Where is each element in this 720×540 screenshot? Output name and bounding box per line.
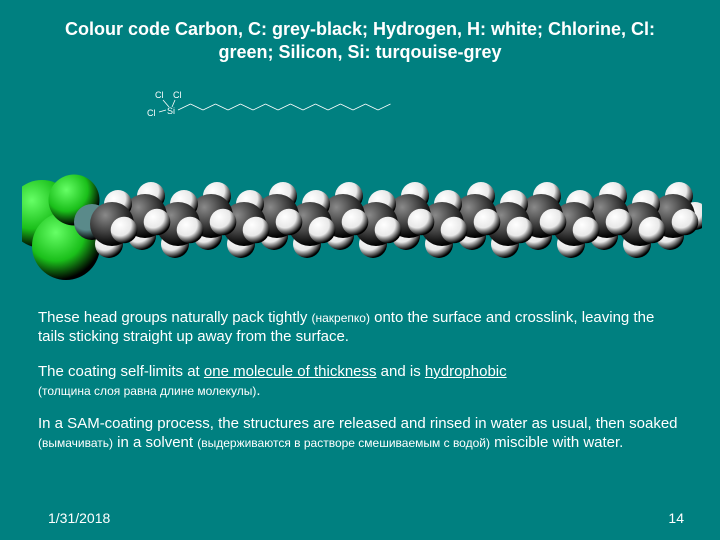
svg-text:Si: Si bbox=[167, 106, 175, 116]
svg-text:Cl: Cl bbox=[147, 108, 156, 118]
p2-u2: hydrophobic bbox=[425, 363, 507, 380]
p3-t1: In a SAM-coating process, the structures… bbox=[38, 415, 678, 432]
paragraph-3: In a SAM-coating process, the structures… bbox=[38, 414, 682, 452]
p1-annot-1: (накрепко) bbox=[312, 311, 370, 325]
paragraph-1: These head groups naturally pack tightly… bbox=[38, 308, 682, 346]
p3-t3: miscible with water. bbox=[490, 434, 623, 451]
p2-t3: . bbox=[256, 382, 260, 399]
paragraph-2: The coating self-limits at one molecule … bbox=[38, 362, 682, 400]
title-line-2: green; Silicon, Si: turqouise-grey bbox=[218, 42, 501, 62]
p2-t2: and is bbox=[377, 363, 425, 380]
title-line-1: Colour code Carbon, C: grey-black; Hydro… bbox=[65, 19, 655, 39]
slide-title: Colour code Carbon, C: grey-black; Hydro… bbox=[38, 18, 682, 65]
molecule-3d-model bbox=[22, 162, 702, 282]
svg-text:Cl: Cl bbox=[155, 90, 164, 100]
footer-page-number: 14 bbox=[668, 510, 684, 526]
p2-u1: one molecule of thickness bbox=[204, 363, 377, 380]
skeletal-formula: ClClClSi bbox=[145, 88, 405, 126]
footer-date: 1/31/2018 bbox=[48, 510, 110, 526]
p2-annot-1: (толщина слоя равна длине молекулы) bbox=[38, 384, 256, 398]
p1-t1: These head groups naturally pack tightly bbox=[38, 309, 312, 326]
svg-text:Cl: Cl bbox=[173, 90, 182, 100]
p3-annot-2: (выдерживаются в растворе смешиваемым с … bbox=[197, 436, 490, 450]
p3-t2: in a solvent bbox=[113, 434, 197, 451]
p2-t1: The coating self-limits at bbox=[38, 363, 204, 380]
p3-annot-1: (вымачивать) bbox=[38, 436, 113, 450]
